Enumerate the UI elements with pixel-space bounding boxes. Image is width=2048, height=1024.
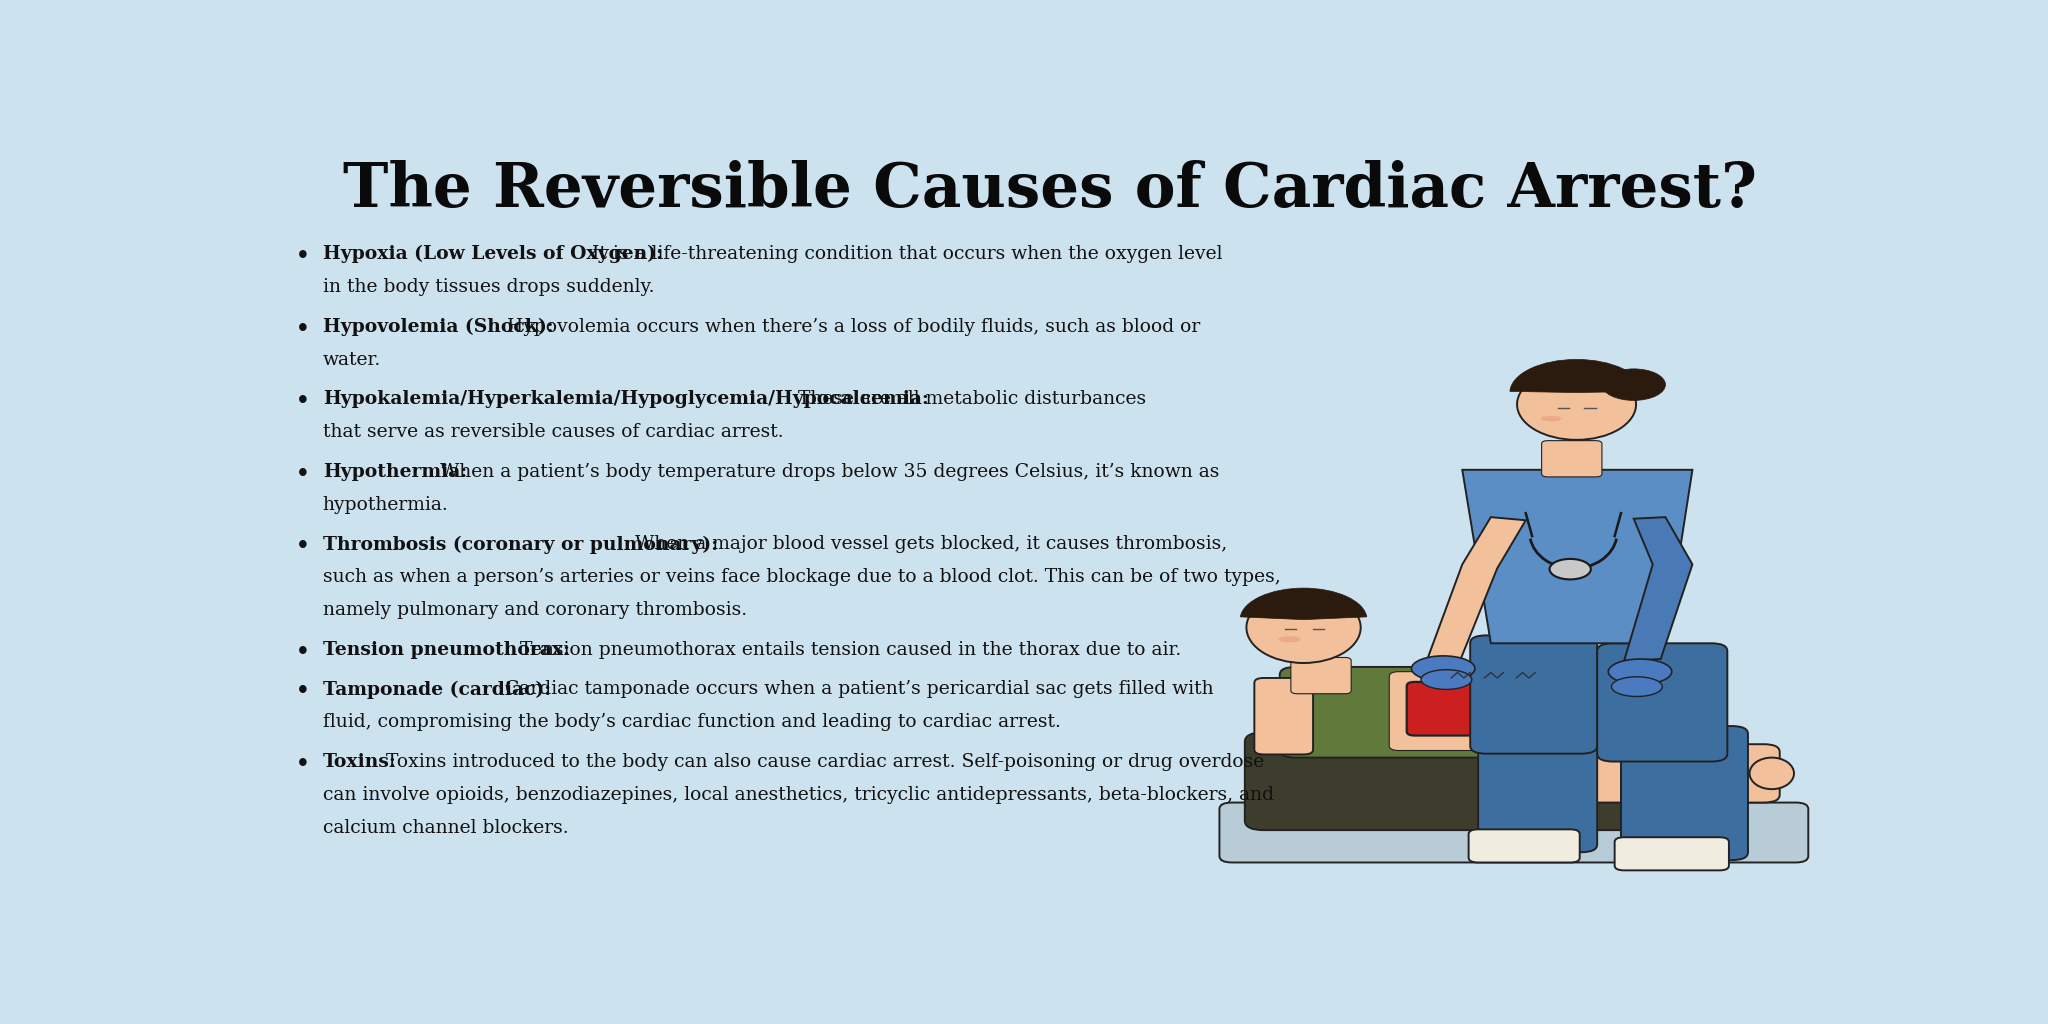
Text: such as when a person’s arteries or veins face blockage due to a blood clot. Thi: such as when a person’s arteries or vein… — [324, 568, 1280, 587]
Text: Tension pneumothorax:: Tension pneumothorax: — [324, 641, 569, 658]
Text: •: • — [295, 317, 309, 340]
Text: •: • — [295, 753, 309, 775]
Wedge shape — [1509, 359, 1642, 392]
Polygon shape — [1624, 517, 1692, 660]
Text: When a major blood vessel gets blocked, it causes thrombosis,: When a major blood vessel gets blocked, … — [629, 536, 1227, 553]
FancyBboxPatch shape — [1479, 726, 1597, 852]
Text: It is a life-threatening condition that occurs when the oxygen level: It is a life-threatening condition that … — [586, 245, 1223, 263]
Text: Hypokalemia/Hyperkalemia/Hypoglycemia/Hypocalcemia:: Hypokalemia/Hyperkalemia/Hypoglycemia/Hy… — [324, 390, 928, 409]
Text: in the body tissues drops suddenly.: in the body tissues drops suddenly. — [324, 279, 653, 296]
Text: Tamponade (cardiac):: Tamponade (cardiac): — [324, 680, 551, 698]
FancyBboxPatch shape — [1407, 682, 1516, 735]
Ellipse shape — [1421, 670, 1473, 689]
FancyBboxPatch shape — [1622, 726, 1747, 860]
Text: that serve as reversible causes of cardiac arrest.: that serve as reversible causes of cardi… — [324, 423, 782, 441]
Text: When a patient’s body temperature drops below 35 degrees Celsius, it’s known as: When a patient’s body temperature drops … — [434, 463, 1221, 480]
Ellipse shape — [1749, 758, 1794, 790]
FancyBboxPatch shape — [1614, 838, 1729, 870]
FancyBboxPatch shape — [1245, 732, 1726, 830]
Text: can involve opioids, benzodiazepines, local anesthetics, tricyclic antidepressan: can involve opioids, benzodiazepines, lo… — [324, 786, 1274, 804]
Text: calcium channel blockers.: calcium channel blockers. — [324, 819, 567, 837]
Text: Hypovolemia occurs when there’s a loss of bodily fluids, such as blood or: Hypovolemia occurs when there’s a loss o… — [502, 317, 1200, 336]
Text: These are all metabolic disturbances: These are all metabolic disturbances — [793, 390, 1147, 409]
Ellipse shape — [1608, 659, 1671, 684]
Polygon shape — [1427, 517, 1526, 663]
FancyBboxPatch shape — [1280, 667, 1628, 758]
FancyBboxPatch shape — [1597, 643, 1726, 762]
FancyBboxPatch shape — [1565, 744, 1780, 803]
Circle shape — [1602, 369, 1665, 400]
Ellipse shape — [1540, 416, 1561, 421]
Ellipse shape — [1411, 656, 1475, 681]
FancyBboxPatch shape — [1290, 657, 1352, 693]
FancyBboxPatch shape — [1219, 803, 1808, 862]
FancyBboxPatch shape — [1468, 829, 1579, 862]
Ellipse shape — [1247, 592, 1360, 663]
Ellipse shape — [1612, 677, 1663, 696]
Text: Hypoxia (Low Levels of Oxygen):: Hypoxia (Low Levels of Oxygen): — [324, 245, 664, 263]
Text: Tension pneumothorax entails tension caused in the thorax due to air.: Tension pneumothorax entails tension cau… — [514, 641, 1182, 658]
Text: •: • — [295, 245, 309, 267]
Text: namely pulmonary and coronary thrombosis.: namely pulmonary and coronary thrombosis… — [324, 601, 748, 620]
FancyBboxPatch shape — [1518, 690, 1626, 743]
Text: fluid, compromising the body’s cardiac function and leading to cardiac arrest.: fluid, compromising the body’s cardiac f… — [324, 714, 1061, 731]
Ellipse shape — [1278, 636, 1300, 642]
Text: Toxins:: Toxins: — [324, 753, 397, 771]
Text: •: • — [295, 536, 309, 557]
Text: Cardiac tamponade occurs when a patient’s pericardial sac gets filled with: Cardiac tamponade occurs when a patient’… — [500, 680, 1214, 698]
Text: •: • — [295, 641, 309, 663]
Text: hypothermia.: hypothermia. — [324, 496, 449, 514]
Text: •: • — [295, 390, 309, 413]
Ellipse shape — [1518, 369, 1636, 440]
Text: Thrombosis (coronary or pulmonary):: Thrombosis (coronary or pulmonary): — [324, 536, 717, 554]
Text: Hypothermia:: Hypothermia: — [324, 463, 467, 480]
Text: The Reversible Causes of Cardiac Arrest?: The Reversible Causes of Cardiac Arrest? — [342, 160, 1757, 220]
Polygon shape — [1462, 470, 1692, 643]
Text: Hypovolemia (Shock):: Hypovolemia (Shock): — [324, 317, 553, 336]
Wedge shape — [1241, 588, 1366, 620]
Text: •: • — [295, 680, 309, 702]
Text: water.: water. — [324, 351, 381, 369]
Text: •: • — [295, 463, 309, 484]
FancyBboxPatch shape — [1542, 440, 1602, 477]
Circle shape — [1550, 559, 1591, 580]
FancyBboxPatch shape — [1470, 635, 1597, 754]
FancyBboxPatch shape — [1253, 678, 1313, 755]
Text: Toxins introduced to the body can also cause cardiac arrest. Self-poisoning or d: Toxins introduced to the body can also c… — [381, 753, 1264, 771]
FancyBboxPatch shape — [1389, 672, 1575, 751]
